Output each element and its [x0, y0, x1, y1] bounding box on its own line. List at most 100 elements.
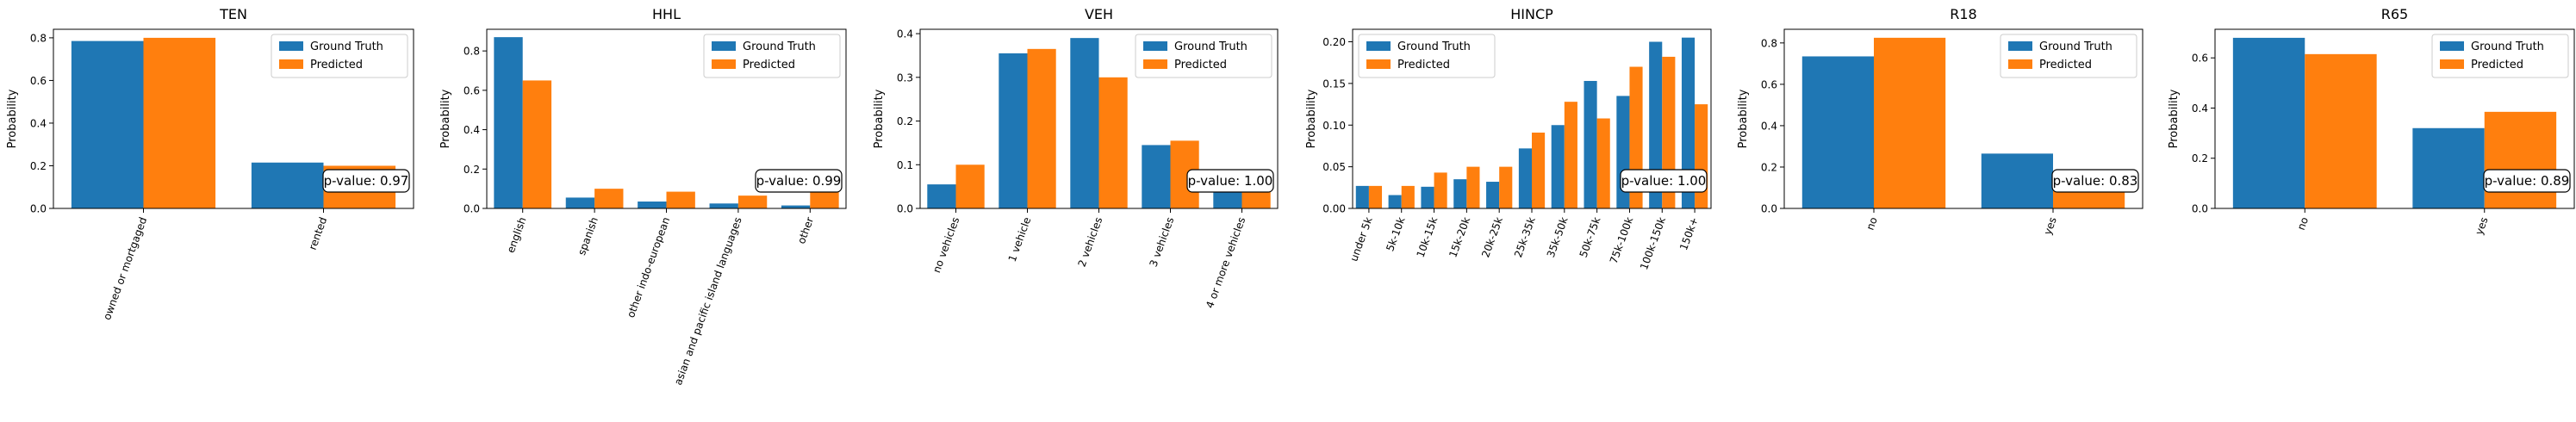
x-tick-label: 2 vehicles [1075, 215, 1104, 269]
legend: Ground Truth Predicted [271, 34, 408, 78]
x-tick-label: 35k-50k [1545, 215, 1571, 259]
chart-panel-hhl: HHL Probability 0.0 0.2 0.4 0.6 0.8 english span… [439, 6, 847, 387]
x-tick-label: 75k-100k [1608, 215, 1635, 265]
y-tick-label: 0.00 [1322, 203, 1346, 215]
bar-ground-truth-1 [2412, 127, 2485, 208]
legend-swatch [712, 59, 736, 69]
p-value-text: p-value: 0.89 [2485, 173, 2570, 189]
p-value-text: p-value: 0.97 [324, 173, 409, 189]
p-value-annotation: p-value: 0.83 [2051, 169, 2139, 193]
x-tick-label: yes [2042, 215, 2059, 236]
bar-ground-truth-6 [1551, 125, 1565, 208]
legend-label: Predicted [1397, 59, 1450, 71]
legend-label: Predicted [743, 59, 795, 71]
axes-frame [919, 28, 1279, 209]
bar-predicted-1 [1401, 185, 1415, 208]
bar-predicted-0 [522, 80, 552, 208]
y-tick-label: 0.4 [464, 124, 480, 136]
legend: Ground Truth Predicted [1358, 34, 1496, 78]
bar-predicted-2 [1098, 77, 1128, 209]
p-value-box [1186, 169, 1274, 193]
p-value-box [322, 169, 410, 193]
bar-predicted-0 [143, 37, 216, 209]
bar-ground-truth-0 [1801, 56, 1874, 208]
y-tick-label: 0.05 [1322, 161, 1346, 173]
y-tick-label: 0.1 [897, 159, 913, 171]
bar-predicted-4 [810, 189, 839, 208]
bar-ground-truth-1 [1981, 153, 2053, 208]
y-axis-label: Probability [1305, 89, 1318, 148]
bar-ground-truth-0 [2232, 37, 2305, 209]
legend-swatch [2440, 59, 2464, 69]
chart-title: VEH [1085, 6, 1113, 22]
y-tick-label: 0.4 [30, 117, 47, 129]
p-value-annotation: p-value: 0.99 [755, 169, 843, 193]
legend-swatch [2008, 41, 2032, 51]
x-tick-label: 20k-25k [1479, 215, 1505, 259]
bar-predicted-3 [1466, 166, 1480, 208]
x-tick-label: rented [307, 215, 330, 251]
chart-panel-r18: R18 Probability 0.0 0.2 0.4 0.6 0.8 no yes Ground… [1737, 6, 2144, 237]
legend-swatch [279, 59, 303, 69]
legend: Ground Truth Predicted [1135, 34, 1272, 78]
chart-title: HHL [652, 6, 681, 22]
x-tick-label: owned or mortgaged [101, 215, 149, 321]
y-tick-label: 0.6 [30, 75, 47, 87]
x-tick-label: spanish [576, 215, 600, 257]
chart-title: R65 [2381, 6, 2408, 22]
x-tick-label: no [2295, 215, 2311, 232]
bar-predicted-2 [666, 191, 695, 208]
bar-ground-truth-10 [1681, 37, 1696, 208]
y-tick-label: 0.6 [2192, 53, 2208, 65]
bar-predicted-3 [737, 195, 768, 208]
y-tick-label: 0.3 [897, 71, 913, 84]
y-tick-label: 0.2 [2192, 152, 2208, 164]
bar-ground-truth-7 [1584, 80, 1597, 209]
p-value-annotation: p-value: 1.00 [1186, 169, 1274, 193]
bar-ground-truth-0 [927, 184, 956, 208]
bar-ground-truth-1 [1388, 195, 1402, 208]
bar-ground-truth-3 [1142, 145, 1171, 208]
bar-predicted-1 [1027, 48, 1056, 208]
bar-predicted-5 [1532, 132, 1546, 208]
x-tick-label: 4 or more vehicles [1204, 215, 1248, 310]
bar-predicted-4 [1499, 166, 1513, 208]
y-tick-label: 0.10 [1322, 120, 1346, 132]
bar-predicted-0 [1874, 37, 1946, 208]
legend-swatch [1366, 59, 1391, 69]
bar-ground-truth-2 [1421, 186, 1434, 208]
p-value-annotation: p-value: 0.97 [322, 169, 410, 193]
legend-box [271, 34, 408, 78]
bar-ground-truth-9 [1649, 41, 1663, 208]
legend-box [1358, 34, 1496, 78]
y-tick-label: 0.4 [897, 28, 913, 40]
bar-ground-truth-1 [999, 53, 1028, 209]
y-tick-label: 0.20 [1322, 36, 1346, 48]
y-tick-label: 0.8 [30, 32, 47, 44]
bar-predicted-0 [2305, 53, 2377, 209]
chart-title: R18 [1950, 6, 1976, 22]
bar-ground-truth-1 [251, 162, 324, 208]
bar-ground-truth-3 [709, 203, 738, 208]
bar-predicted-0 [955, 164, 985, 208]
bar-ground-truth-3 [1453, 179, 1467, 208]
x-tick-label: under 5k [1347, 215, 1374, 263]
bar-ground-truth-5 [1518, 148, 1532, 208]
legend-swatch [1366, 41, 1391, 51]
legend-label: Ground Truth [1174, 40, 1248, 53]
x-tick-label: 150k+ [1677, 215, 1701, 251]
y-axis-label: Probability [6, 89, 19, 148]
y-tick-label: 0.4 [2192, 102, 2208, 115]
p-value-annotation: p-value: 1.00 [1620, 169, 1708, 193]
x-tick-label: 3 vehicles [1147, 215, 1176, 269]
bar-ground-truth-1 [565, 197, 595, 208]
legend-label: Ground Truth [2039, 40, 2112, 53]
legend-label: Predicted [310, 59, 363, 71]
axes-frame [53, 28, 414, 209]
y-tick-label: 0.6 [1761, 78, 1777, 90]
y-axis-label: Probability [2168, 89, 2181, 148]
chart-panel-veh: VEH Probability 0.0 0.1 0.2 0.3 0.4 no vehicles… [873, 6, 1279, 310]
legend-box [2000, 34, 2137, 78]
y-tick-label: 0.2 [464, 164, 480, 176]
